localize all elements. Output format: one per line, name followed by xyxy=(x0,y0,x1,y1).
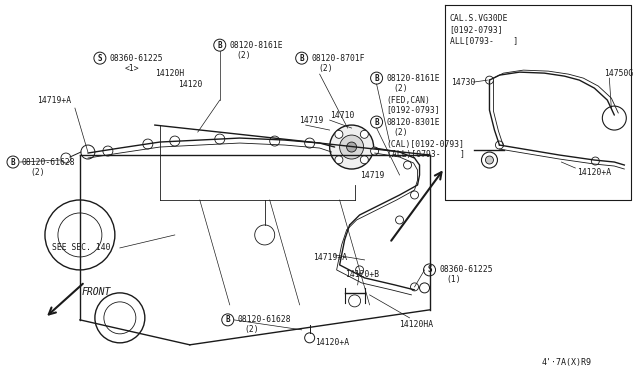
Text: FRONT: FRONT xyxy=(82,287,111,297)
Circle shape xyxy=(347,142,356,152)
Text: (2): (2) xyxy=(244,326,259,334)
Circle shape xyxy=(360,130,369,138)
Circle shape xyxy=(335,156,343,164)
Text: 14719+A: 14719+A xyxy=(313,253,347,262)
Circle shape xyxy=(340,135,364,159)
Text: (2): (2) xyxy=(394,128,408,137)
Text: 14120HA: 14120HA xyxy=(399,320,434,329)
Text: B: B xyxy=(11,157,15,167)
Circle shape xyxy=(170,136,180,146)
Text: B: B xyxy=(300,54,304,62)
Text: 08120-61628: 08120-61628 xyxy=(237,315,291,324)
Text: B: B xyxy=(374,118,379,126)
Text: CAL.S.VG30DE: CAL.S.VG30DE xyxy=(449,14,508,23)
Circle shape xyxy=(410,283,419,291)
Text: (FED,CAN): (FED,CAN) xyxy=(387,96,431,105)
Text: 4'·7A(X)R9: 4'·7A(X)R9 xyxy=(541,358,591,367)
Text: SEE SEC. 140: SEE SEC. 140 xyxy=(52,243,111,253)
Circle shape xyxy=(420,283,429,293)
Circle shape xyxy=(591,157,599,165)
Text: 14730: 14730 xyxy=(451,78,476,87)
Text: (1): (1) xyxy=(447,275,461,285)
Circle shape xyxy=(103,146,113,156)
Text: (2): (2) xyxy=(394,84,408,93)
Circle shape xyxy=(356,266,364,274)
Text: 14120: 14120 xyxy=(178,80,202,89)
Circle shape xyxy=(396,216,404,224)
Circle shape xyxy=(486,76,493,84)
Text: <1>: <1> xyxy=(125,64,140,73)
Text: 08120-8301E: 08120-8301E xyxy=(387,118,440,126)
Text: B: B xyxy=(218,41,222,49)
Circle shape xyxy=(410,191,419,199)
Circle shape xyxy=(269,136,280,146)
Circle shape xyxy=(486,156,493,164)
Text: 08120-8701F: 08120-8701F xyxy=(312,54,365,62)
Text: S: S xyxy=(97,54,102,62)
Text: 08360-61225: 08360-61225 xyxy=(440,265,493,275)
Circle shape xyxy=(349,295,360,307)
Text: 08120-61628: 08120-61628 xyxy=(22,157,76,167)
Circle shape xyxy=(330,125,374,169)
Text: 14120+A: 14120+A xyxy=(315,338,349,347)
Text: 14719+A: 14719+A xyxy=(37,96,71,105)
Circle shape xyxy=(335,130,343,138)
Text: (ALL)[0793-    ]: (ALL)[0793- ] xyxy=(387,150,465,158)
Circle shape xyxy=(305,138,315,148)
Circle shape xyxy=(495,141,504,149)
Circle shape xyxy=(360,156,369,164)
Text: (CAL)[0192-0793]: (CAL)[0192-0793] xyxy=(387,140,465,148)
Text: B: B xyxy=(374,74,379,83)
Text: (2): (2) xyxy=(319,64,333,73)
Circle shape xyxy=(305,333,315,343)
Text: 14710: 14710 xyxy=(330,110,354,119)
Text: ALL[0793-    ]: ALL[0793- ] xyxy=(449,36,518,45)
Circle shape xyxy=(481,152,497,168)
Text: [0192-0793]: [0192-0793] xyxy=(387,106,440,115)
Circle shape xyxy=(371,147,379,155)
Text: 08360-61225: 08360-61225 xyxy=(110,54,163,62)
Text: 14750G: 14750G xyxy=(604,68,634,78)
Text: [0192-0793]: [0192-0793] xyxy=(449,25,503,34)
Text: 08120-8161E: 08120-8161E xyxy=(387,74,440,83)
Text: 14120+A: 14120+A xyxy=(577,167,611,177)
Text: 14120H: 14120H xyxy=(155,68,184,78)
Circle shape xyxy=(404,161,412,169)
Circle shape xyxy=(215,134,225,144)
Text: (2): (2) xyxy=(30,167,45,177)
Text: 14719: 14719 xyxy=(360,170,384,180)
Circle shape xyxy=(143,139,153,149)
Text: (2): (2) xyxy=(237,51,252,60)
Text: 14719: 14719 xyxy=(299,116,323,125)
Text: 14120+B: 14120+B xyxy=(344,270,379,279)
Text: 08120-8161E: 08120-8161E xyxy=(230,41,284,49)
Text: S: S xyxy=(428,265,432,275)
Text: B: B xyxy=(225,315,230,324)
